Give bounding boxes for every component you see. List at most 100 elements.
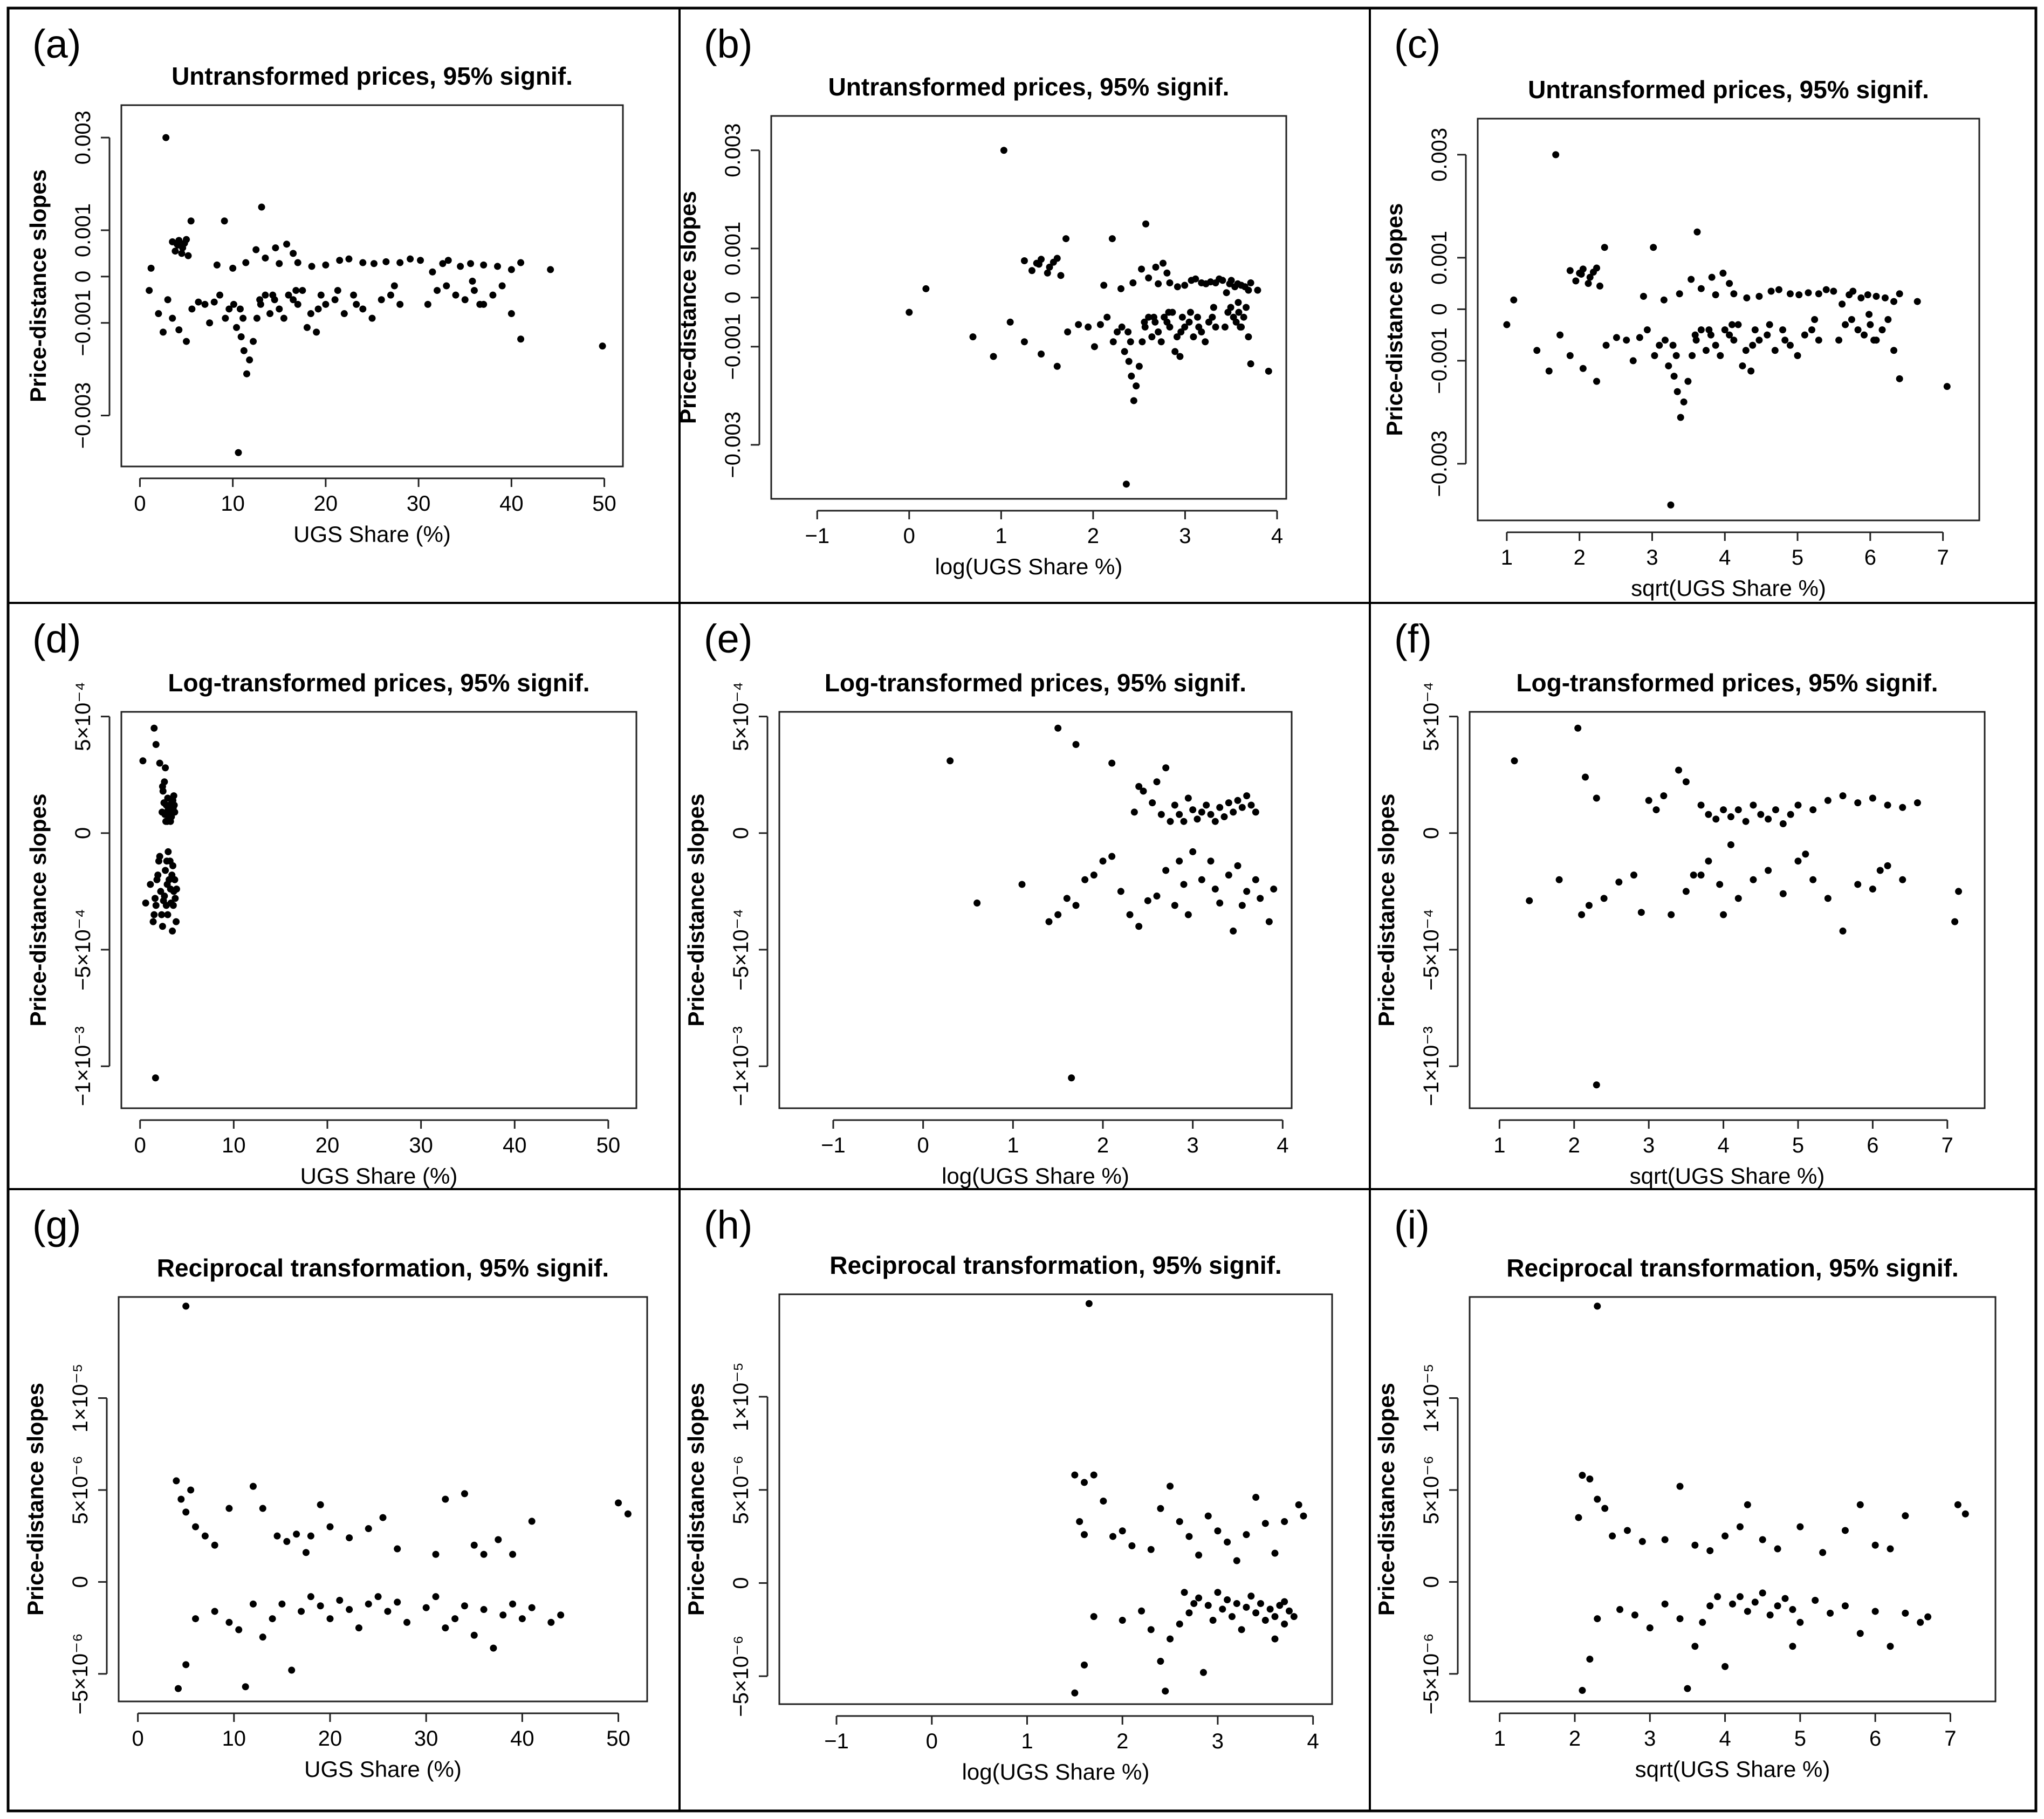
data-point	[1204, 1512, 1212, 1520]
data-point	[303, 324, 311, 331]
data-point	[498, 282, 506, 290]
data-point	[509, 1550, 517, 1558]
data-point	[1772, 806, 1779, 814]
data-point	[1184, 911, 1192, 918]
data-point	[1018, 881, 1026, 888]
data-point	[1721, 326, 1729, 334]
data-point	[1887, 1545, 1894, 1553]
data-point	[1167, 818, 1174, 825]
data-point	[1661, 1536, 1669, 1543]
data-point	[150, 724, 158, 732]
data-point	[1216, 900, 1224, 907]
data-point	[1759, 1589, 1766, 1597]
data-point	[1734, 321, 1742, 328]
data-point	[259, 1633, 266, 1641]
data-point	[1766, 1611, 1774, 1619]
data-point	[1899, 876, 1906, 883]
data-point	[1579, 1472, 1586, 1479]
data-point	[1181, 282, 1189, 289]
data-point	[432, 1550, 440, 1558]
data-point	[1165, 308, 1172, 316]
data-point	[359, 259, 367, 266]
data-point	[1176, 857, 1183, 865]
data-point	[1609, 1532, 1616, 1540]
data-point	[1209, 1617, 1217, 1624]
data-point	[1142, 220, 1150, 228]
data-point	[490, 1644, 497, 1652]
data-point	[1871, 1541, 1879, 1549]
data-point	[1192, 275, 1199, 283]
data-point	[1943, 383, 1951, 390]
data-point	[1230, 927, 1237, 935]
data-point	[230, 300, 237, 308]
data-point	[158, 911, 166, 918]
data-point	[1173, 333, 1181, 341]
y-axis-label: Price-distance slopes	[683, 1383, 709, 1616]
data-point	[1234, 862, 1242, 869]
data-point	[188, 305, 196, 313]
data-point	[1755, 337, 1763, 344]
x-tick-label: 20	[318, 1727, 342, 1751]
data-point	[1841, 1602, 1849, 1610]
y-tick-label: 1×10⁻⁵	[68, 1364, 92, 1433]
data-point	[272, 244, 279, 252]
data-point	[1232, 318, 1240, 326]
data-point	[1552, 151, 1560, 159]
data-point	[302, 1549, 310, 1556]
panel-i: (i) Reciprocal transformation, 95% signif…	[1374, 1203, 1997, 1782]
data-point	[1176, 1620, 1183, 1628]
data-point	[1125, 358, 1133, 365]
data-point	[164, 848, 172, 855]
data-point	[1177, 328, 1185, 336]
y-tick-label: −5×10⁻⁴	[71, 909, 95, 991]
data-point	[1789, 1606, 1796, 1614]
data-point	[1736, 1523, 1744, 1530]
data-point	[517, 335, 525, 343]
data-point	[1119, 1527, 1126, 1535]
y-axis-label: Price-distance slopes	[1374, 794, 1399, 1027]
x-tick-label: 10	[222, 1134, 246, 1157]
data-point	[1586, 273, 1594, 281]
data-point	[1789, 1643, 1796, 1650]
data-point	[1243, 1603, 1250, 1611]
data-point	[507, 266, 515, 273]
data-point	[1138, 265, 1146, 273]
data-point	[173, 918, 180, 925]
data-point	[1180, 881, 1188, 888]
data-point	[599, 342, 606, 350]
data-point	[152, 741, 160, 749]
data-point	[336, 257, 344, 264]
data-point	[1198, 876, 1205, 883]
x-axis-label: UGS Share (%)	[300, 1163, 458, 1189]
data-point	[1697, 871, 1705, 879]
data-point	[258, 203, 265, 211]
data-point	[225, 1505, 233, 1512]
data-point	[1574, 724, 1582, 732]
data-point	[1774, 1545, 1781, 1553]
data-point	[1794, 352, 1801, 359]
y-tick-label: 0	[1419, 1576, 1443, 1588]
data-point	[1145, 313, 1153, 321]
data-point	[1109, 1533, 1117, 1540]
data-point	[1579, 1687, 1586, 1694]
x-tick-label: 1	[1493, 1134, 1505, 1157]
data-point	[236, 305, 244, 313]
data-point	[1796, 1618, 1804, 1626]
data-point	[1221, 323, 1229, 331]
data-point	[1227, 304, 1234, 311]
data-point	[1223, 289, 1230, 297]
y-axis-label: Price-distance slopes	[683, 794, 709, 1027]
data-point	[1556, 331, 1564, 339]
data-point	[1594, 1615, 1601, 1623]
x-tick-label: 4	[1307, 1729, 1319, 1753]
data-point	[1697, 801, 1705, 809]
data-point	[1157, 1505, 1164, 1512]
data-point	[1108, 853, 1116, 860]
y-tick-label: −1×10⁻³	[71, 1026, 95, 1106]
data-point	[1673, 388, 1681, 395]
data-point	[239, 314, 247, 322]
data-point	[1586, 1475, 1594, 1482]
data-point	[1099, 857, 1107, 865]
data-point	[1601, 1505, 1609, 1512]
data-point	[1068, 1074, 1075, 1082]
